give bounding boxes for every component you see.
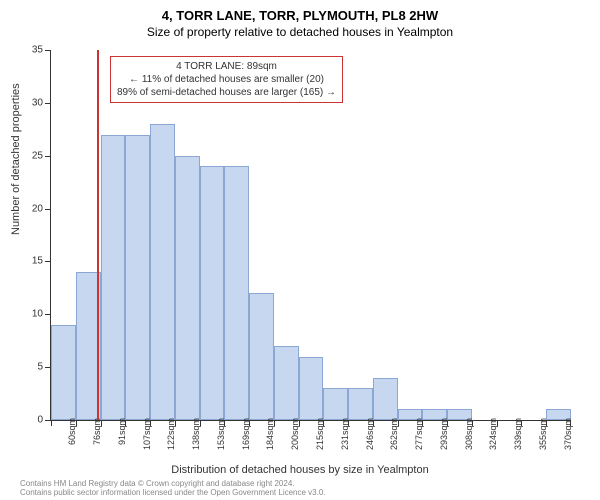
y-axis-title: Number of detached properties — [10, 83, 22, 235]
histogram-bar — [101, 135, 126, 420]
footer-line1: Contains HM Land Registry data © Crown c… — [20, 479, 326, 489]
x-tick-label: 370sqm — [563, 418, 573, 450]
y-tick — [45, 50, 51, 51]
y-tick — [45, 209, 51, 210]
y-tick — [45, 261, 51, 262]
footer: Contains HM Land Registry data © Crown c… — [20, 479, 326, 498]
x-tick — [150, 420, 151, 426]
histogram-bar — [150, 124, 175, 420]
annotation-box: 4 TORR LANE: 89sqm ← 11% of detached hou… — [110, 56, 343, 103]
x-tick — [299, 420, 300, 426]
y-tick-label: 15 — [23, 256, 43, 267]
y-tick-label: 10 — [23, 309, 43, 320]
histogram-bar — [224, 166, 249, 420]
histogram-bar — [299, 357, 324, 420]
y-tick-label: 0 — [23, 415, 43, 426]
histogram-bar — [323, 388, 348, 420]
plot-area: 0510152025303560sqm76sqm91sqm107sqm122sq… — [50, 50, 570, 420]
histogram-bar — [373, 378, 398, 420]
x-tick — [175, 420, 176, 426]
marker-line — [97, 50, 99, 420]
annotation-line1: 4 TORR LANE: 89sqm — [117, 60, 336, 73]
y-tick — [45, 103, 51, 104]
histogram-bar — [175, 156, 200, 420]
x-tick — [570, 420, 571, 426]
x-tick — [224, 420, 225, 426]
chart-container: 4, TORR LANE, TORR, PLYMOUTH, PL8 2HW Si… — [0, 0, 600, 500]
chart-title: 4, TORR LANE, TORR, PLYMOUTH, PL8 2HW — [0, 0, 600, 23]
y-tick-label: 30 — [23, 97, 43, 108]
x-tick — [447, 420, 448, 426]
y-tick — [45, 314, 51, 315]
x-tick — [101, 420, 102, 426]
x-tick — [200, 420, 201, 426]
chart-inner: 0510152025303560sqm76sqm91sqm107sqm122sq… — [50, 50, 571, 421]
y-tick-label: 5 — [23, 362, 43, 373]
histogram-bar — [125, 135, 150, 420]
histogram-bar — [274, 346, 299, 420]
y-tick-label: 35 — [23, 45, 43, 56]
y-tick — [45, 156, 51, 157]
x-tick — [521, 420, 522, 426]
x-tick — [323, 420, 324, 426]
y-tick-label: 25 — [23, 150, 43, 161]
x-axis-title: Distribution of detached houses by size … — [0, 464, 600, 476]
y-tick-label: 20 — [23, 203, 43, 214]
x-tick — [348, 420, 349, 426]
histogram-bar — [51, 325, 76, 420]
x-tick — [422, 420, 423, 426]
x-tick — [398, 420, 399, 426]
annotation-line3: 89% of semi-detached houses are larger (… — [117, 86, 336, 99]
x-tick — [51, 420, 52, 426]
footer-line2: Contains public sector information licen… — [20, 488, 326, 498]
x-tick — [472, 420, 473, 426]
x-tick — [497, 420, 498, 426]
x-tick — [274, 420, 275, 426]
chart-subtitle: Size of property relative to detached ho… — [0, 23, 600, 39]
x-tick — [125, 420, 126, 426]
x-tick — [249, 420, 250, 426]
x-tick — [76, 420, 77, 426]
x-tick — [546, 420, 547, 426]
histogram-bar — [249, 293, 274, 420]
histogram-bar — [348, 388, 373, 420]
histogram-bar — [200, 166, 225, 420]
annotation-line2: ← 11% of detached houses are smaller (20… — [117, 73, 336, 86]
x-tick — [373, 420, 374, 426]
